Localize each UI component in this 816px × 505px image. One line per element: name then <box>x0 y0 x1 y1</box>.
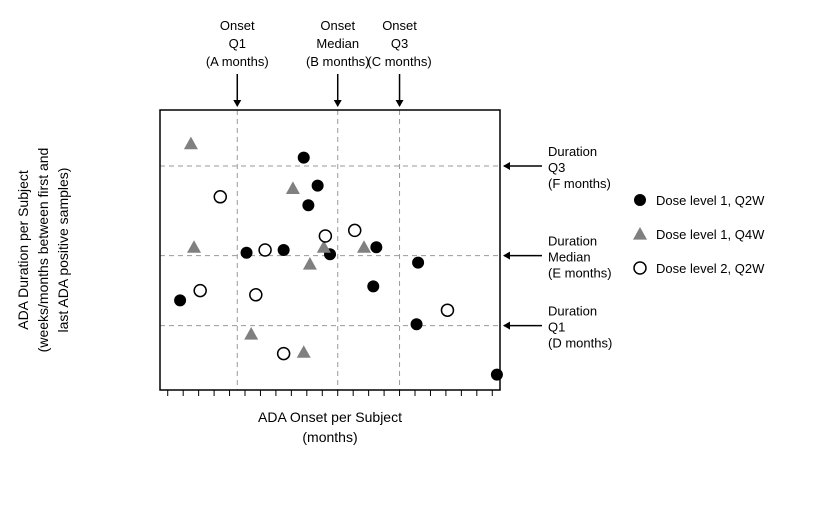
duration-label: Duration <box>548 234 597 249</box>
duration-label: Median <box>548 250 591 265</box>
onset-label: (A months) <box>206 54 269 69</box>
data-point <box>633 227 647 240</box>
duration-label: Q1 <box>548 320 565 335</box>
data-point <box>278 348 290 360</box>
data-point <box>357 240 371 253</box>
data-point <box>370 241 382 253</box>
data-point <box>634 194 646 206</box>
duration-label: Duration <box>548 304 597 319</box>
y-axis-label: (weeks/months between first and <box>35 148 51 353</box>
data-point <box>194 285 206 297</box>
data-point <box>634 262 646 274</box>
data-point <box>278 244 290 256</box>
data-point <box>303 257 317 270</box>
arrow-down-head <box>233 100 241 107</box>
onset-label: Onset <box>220 18 255 33</box>
arrow-left-head <box>503 322 510 330</box>
chart-container: { "chart": { "type": "scatter", "width":… <box>0 0 816 505</box>
arrow-down-head <box>334 100 342 107</box>
duration-label: Q3 <box>548 160 565 175</box>
data-point <box>412 257 424 269</box>
data-point <box>298 152 310 164</box>
data-point <box>214 191 226 203</box>
duration-label: (D months) <box>548 336 612 351</box>
duration-label: (F months) <box>548 176 611 191</box>
arrow-down-head <box>396 100 404 107</box>
data-point <box>259 244 271 256</box>
onset-label: Onset <box>320 18 355 33</box>
y-axis-label: last ADA positive samples) <box>55 168 71 333</box>
data-point <box>349 224 361 236</box>
onset-label: Q3 <box>391 36 408 51</box>
data-point <box>184 137 198 150</box>
duration-label: Duration <box>548 144 597 159</box>
onset-label: (B months) <box>306 54 370 69</box>
y-axis-label: ADA Duration per Subject <box>15 170 31 330</box>
data-point <box>187 240 201 253</box>
arrow-left-head <box>503 252 510 260</box>
data-point <box>441 304 453 316</box>
data-point <box>367 280 379 292</box>
data-point <box>302 199 314 211</box>
data-point <box>244 327 258 340</box>
x-axis-label: (months) <box>302 429 357 445</box>
legend-label: Dose level 1, Q4W <box>656 227 765 242</box>
legend-label: Dose level 1, Q2W <box>656 193 765 208</box>
data-point <box>174 294 186 306</box>
onset-label: Median <box>316 36 359 51</box>
data-point <box>491 369 503 381</box>
duration-label: (E months) <box>548 266 612 281</box>
arrow-left-head <box>503 162 510 170</box>
onset-label: Onset <box>382 18 417 33</box>
data-point <box>297 345 311 358</box>
data-point <box>286 181 300 194</box>
data-point <box>250 289 262 301</box>
legend-label: Dose level 2, Q2W <box>656 261 765 276</box>
data-point <box>241 247 253 259</box>
data-point <box>312 180 324 192</box>
onset-label: Q1 <box>229 36 246 51</box>
data-point <box>319 230 331 242</box>
onset-label: (C months) <box>367 54 431 69</box>
x-axis-label: ADA Onset per Subject <box>258 409 402 425</box>
data-point <box>411 318 423 330</box>
scatter-plot: Onset Q1 (A months) Onset Median (B months) On… <box>0 0 816 505</box>
